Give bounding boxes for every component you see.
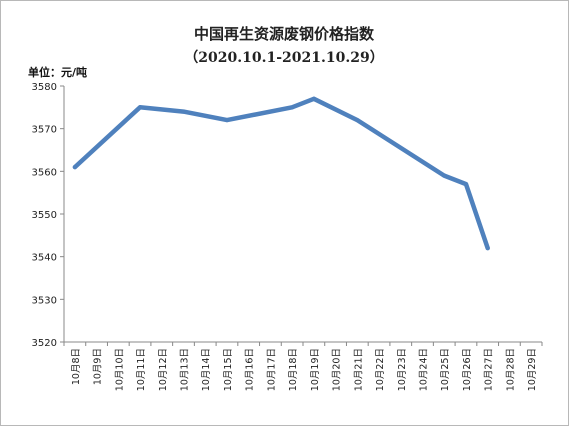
x-tick-label: 10月17日 — [266, 348, 277, 391]
y-tick-label: 3580 — [32, 82, 57, 93]
x-tick-label: 10月20日 — [332, 348, 343, 391]
y-tick-label: 3520 — [32, 338, 57, 349]
y-tick-label: 3550 — [32, 210, 57, 221]
x-tick-label: 10月24日 — [419, 348, 430, 391]
x-tick-label: 10月14日 — [201, 348, 212, 391]
x-tick-label: 10月10日 — [114, 348, 125, 391]
data-point — [181, 109, 186, 114]
data-point — [442, 173, 447, 178]
y-tick-label: 3540 — [32, 253, 57, 264]
unit-label: 单位：元/吨 — [28, 65, 87, 79]
x-tick-label: 10月21日 — [353, 348, 364, 391]
x-tick-label: 10月16日 — [245, 348, 256, 391]
chart-title: 中国再生资源废钢价格指数 — [194, 25, 375, 43]
x-tick-label: 10月28日 — [505, 348, 516, 391]
x-tick-label: 10月23日 — [397, 348, 408, 391]
x-tick-label: 10月19日 — [310, 348, 321, 391]
data-point — [224, 118, 229, 123]
x-tick-label: 10月9日 — [93, 348, 104, 385]
x-tick-label: 10月26日 — [462, 348, 473, 391]
x-tick-label: 10月29日 — [527, 348, 538, 391]
data-point — [138, 105, 143, 110]
ticks-layer: 3580 3570 3560 3550 3540 3530 3520 10月8日 10月9日 10… — [32, 82, 543, 391]
x-tick-label: 10月25日 — [440, 348, 451, 391]
y-tick-label: 3560 — [32, 167, 57, 178]
data-point — [355, 118, 360, 123]
series-line — [72, 96, 490, 251]
x-tick-label: 10月12日 — [158, 348, 169, 391]
data-point — [485, 246, 490, 251]
y-tick-label: 3530 — [32, 295, 57, 306]
data-point — [290, 105, 295, 110]
data-point — [311, 96, 316, 101]
x-tick-label: 10月22日 — [375, 348, 386, 391]
x-tick-label: 10月18日 — [288, 348, 299, 391]
data-point — [463, 182, 468, 187]
x-tick-label: 10月27日 — [484, 348, 495, 391]
x-tick-label: 10月8日 — [71, 348, 82, 385]
x-tick-label: 10月15日 — [223, 348, 234, 391]
chart-subtitle: （2020.10.1-2021.10.29） — [184, 50, 383, 66]
x-tick-label: 10月11日 — [136, 348, 147, 391]
series-layer — [72, 96, 490, 251]
y-tick-label: 3570 — [32, 125, 57, 136]
x-tick-label: 10月13日 — [180, 348, 191, 391]
data-point — [72, 165, 77, 170]
